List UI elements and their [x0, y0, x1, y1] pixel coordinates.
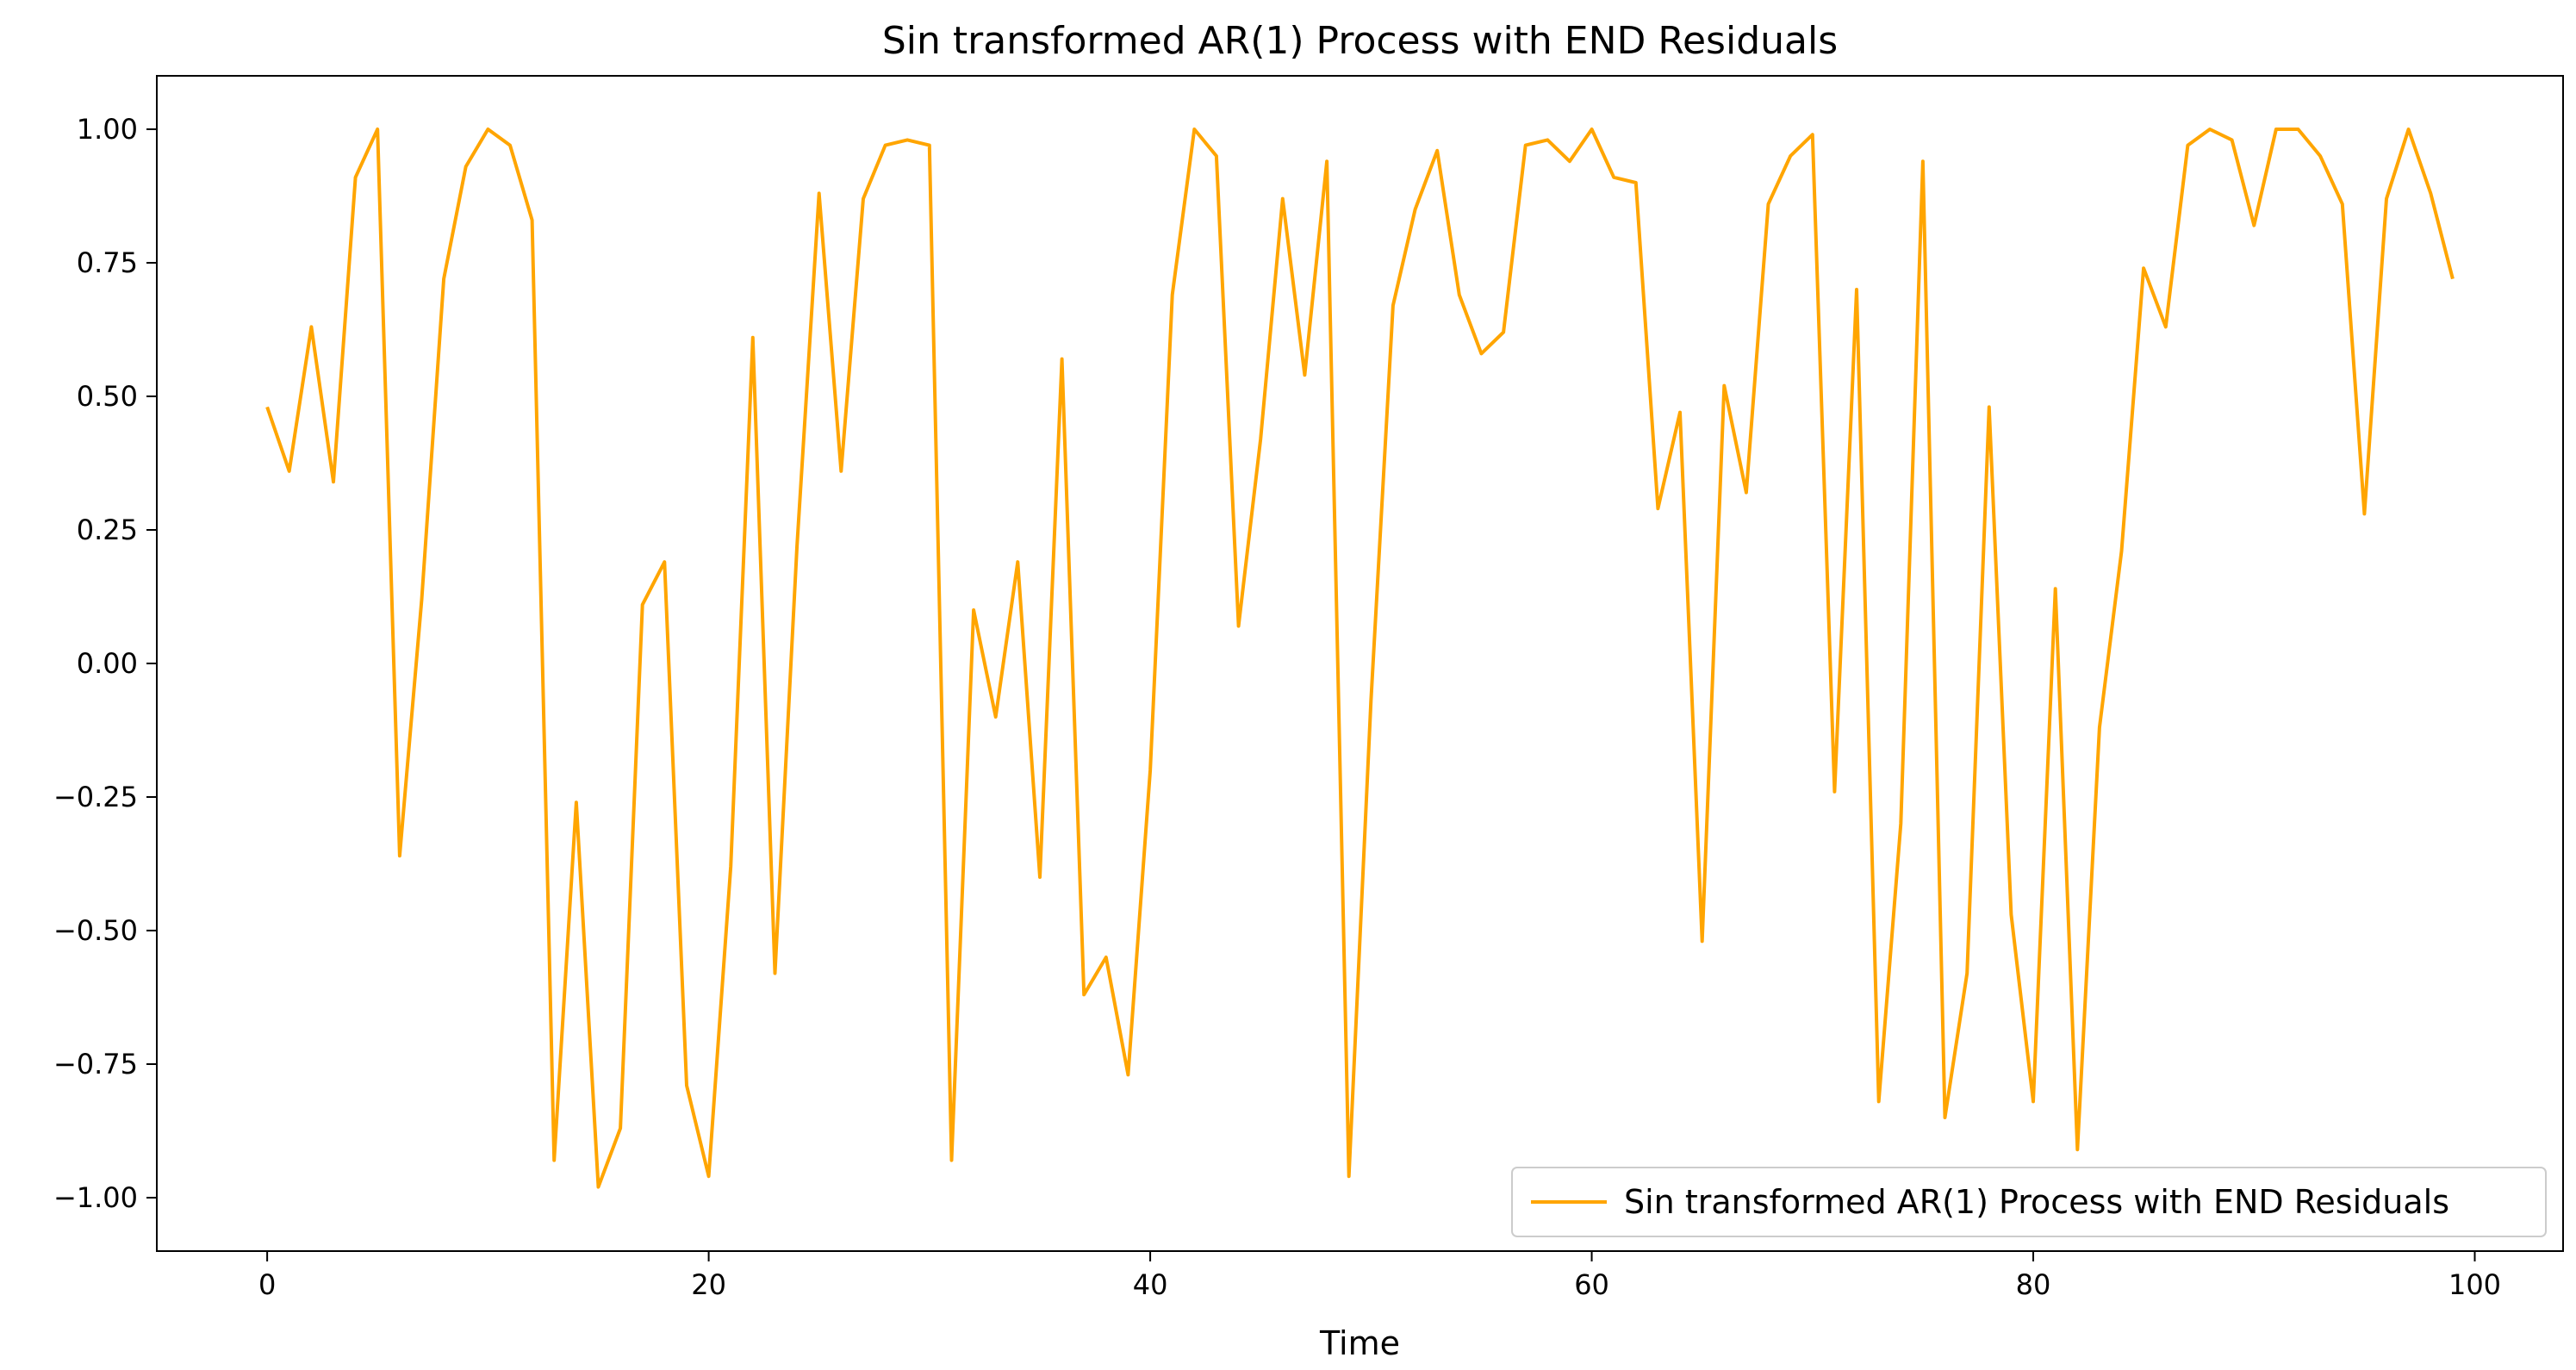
x-tick-label: 20 — [691, 1268, 726, 1301]
legend-box — [1511, 1167, 2547, 1237]
x-tick-label: 80 — [2016, 1268, 2051, 1301]
y-tick-label: 0.75 — [77, 246, 138, 279]
y-axis: −1.00 −0.75 −0.50 −0.25 0.00 0.25 0.50 0.75 1.00 — [53, 113, 157, 1214]
series-layer — [265, 128, 2455, 1189]
y-tick-label: 0.00 — [77, 647, 138, 680]
legend-label: Sin transformed AR(1) Process with END R… — [1624, 1183, 2449, 1221]
y-tick-label: −0.75 — [53, 1048, 138, 1080]
y-tick-label: 0.50 — [77, 380, 138, 413]
y-tick-label: 0.25 — [77, 514, 138, 546]
x-tick-label: 0 — [258, 1268, 276, 1301]
x-tick-label: 40 — [1133, 1268, 1168, 1301]
x-axis-label: Time — [1319, 1324, 1400, 1362]
series-line — [265, 128, 2455, 1189]
y-tick-label: −1.00 — [53, 1181, 138, 1214]
y-tick-label: −0.25 — [53, 781, 138, 813]
x-tick-label: 100 — [2448, 1268, 2501, 1301]
x-axis: 0 20 40 60 80 100 — [258, 1251, 2501, 1301]
legend: Sin transformed AR(1) Process with END R… — [1511, 1167, 2547, 1237]
plot-area — [156, 75, 2564, 1252]
y-tick-label: 1.00 — [77, 113, 138, 146]
chart-title: Sin transformed AR(1) Process with END R… — [882, 19, 1838, 63]
x-tick-label: 60 — [1574, 1268, 1609, 1301]
plot-frame — [156, 75, 2564, 1252]
y-tick-label: −0.50 — [53, 914, 138, 947]
